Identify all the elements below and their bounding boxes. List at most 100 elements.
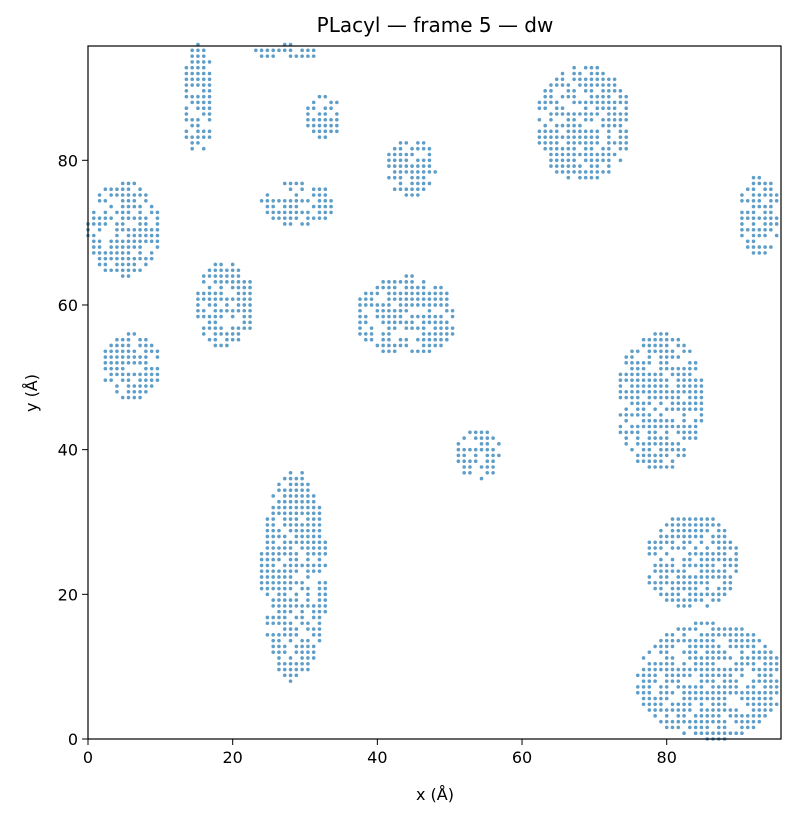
data-point	[201, 146, 206, 151]
data-point	[722, 708, 727, 712]
data-point	[450, 308, 455, 313]
data-point	[676, 719, 681, 724]
data-point	[271, 633, 275, 637]
data-point	[688, 592, 692, 597]
data-point	[277, 511, 281, 516]
data-point	[716, 592, 721, 597]
data-point	[659, 667, 663, 672]
data-point	[219, 280, 223, 284]
data-point	[763, 673, 767, 678]
data-point	[242, 285, 247, 290]
data-point	[607, 164, 611, 168]
data-point	[676, 685, 681, 689]
data-point	[196, 106, 200, 111]
data-point	[566, 175, 571, 180]
data-point	[659, 592, 663, 597]
data-point	[670, 644, 675, 649]
data-point	[306, 199, 310, 203]
data-point	[132, 181, 137, 186]
data-point	[132, 349, 137, 354]
data-point	[398, 152, 403, 157]
data-point	[311, 552, 316, 556]
data-point	[375, 343, 380, 348]
data-point	[207, 89, 212, 93]
data-point	[745, 245, 750, 249]
data-point	[635, 453, 640, 458]
data-point	[635, 436, 640, 440]
data-point	[230, 262, 235, 267]
data-point	[699, 389, 704, 394]
data-point	[693, 384, 698, 388]
data-point	[751, 661, 756, 666]
data-point	[670, 546, 675, 550]
data-point	[91, 222, 96, 226]
data-point	[740, 627, 744, 631]
data-point	[225, 332, 229, 336]
data-point	[288, 563, 293, 568]
data-point	[190, 77, 194, 82]
data-point	[300, 499, 304, 504]
data-point	[288, 216, 293, 220]
data-point	[294, 482, 299, 487]
data-point	[740, 690, 744, 695]
data-point	[751, 702, 756, 707]
data-point	[624, 413, 628, 417]
data-point	[392, 146, 397, 151]
data-point	[554, 106, 559, 111]
data-point	[271, 48, 275, 53]
data-point	[138, 389, 142, 394]
data-point	[682, 575, 686, 579]
data-point	[126, 384, 131, 388]
data-point	[688, 580, 692, 585]
data-point	[421, 297, 426, 301]
data-point	[641, 442, 646, 446]
data-point	[427, 152, 432, 157]
data-point	[439, 297, 443, 301]
data-point	[132, 395, 137, 400]
data-point	[248, 320, 252, 325]
data-point	[607, 129, 611, 134]
data-point	[664, 708, 669, 712]
data-point	[138, 378, 142, 383]
data-point	[294, 627, 299, 631]
data-point	[630, 349, 634, 354]
data-point	[288, 528, 293, 533]
data-point	[282, 523, 287, 527]
data-point	[653, 552, 657, 556]
data-point	[578, 152, 582, 157]
data-point	[635, 401, 640, 406]
data-point	[664, 656, 669, 660]
data-point	[392, 175, 397, 180]
data-point	[624, 106, 628, 111]
data-point	[601, 77, 605, 82]
data-point	[537, 129, 542, 134]
data-point	[763, 696, 767, 701]
data-point	[583, 100, 588, 105]
data-point	[647, 673, 652, 678]
data-point	[751, 638, 756, 643]
data-point	[201, 65, 206, 70]
data-point	[647, 702, 652, 707]
data-point	[612, 100, 617, 105]
data-point	[699, 563, 704, 568]
data-point	[664, 690, 669, 695]
data-point	[682, 413, 686, 417]
data-point	[317, 563, 322, 568]
data-point	[207, 71, 212, 76]
data-point	[554, 129, 559, 134]
data-point	[670, 355, 675, 359]
data-point	[554, 112, 559, 116]
data-point	[288, 204, 293, 209]
data-point	[659, 378, 663, 383]
data-point	[306, 117, 310, 122]
data-point	[144, 355, 148, 359]
data-point	[601, 170, 605, 174]
data-point	[693, 407, 698, 411]
data-point	[138, 395, 142, 400]
data-point	[688, 725, 692, 730]
data-point	[560, 152, 565, 157]
data-point	[242, 291, 247, 296]
data-point	[323, 540, 328, 545]
data-point	[693, 528, 698, 533]
data-point	[115, 262, 119, 267]
